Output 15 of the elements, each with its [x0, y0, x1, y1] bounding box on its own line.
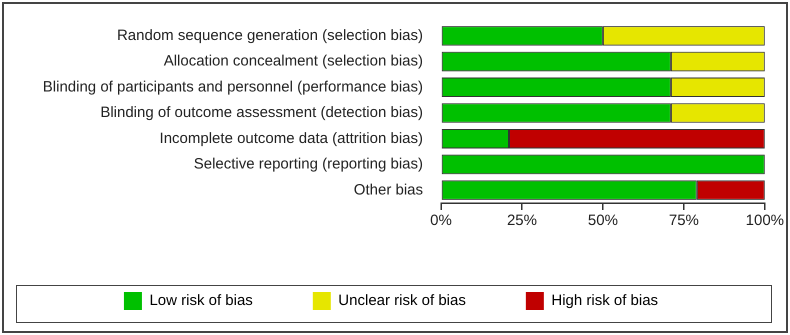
x-tick-label: 0%: [430, 212, 452, 230]
legend-label: Low risk of bias: [149, 292, 253, 310]
y-tick-label: Selective reporting (reporting bias): [194, 156, 423, 173]
legend-label: Unclear risk of bias: [338, 292, 466, 310]
y-tick-label: Incomplete outcome data (attrition bias): [160, 130, 424, 147]
x-tick-label: 75%: [668, 212, 699, 230]
y-tick-label: Random sequence generation (selection bias): [116, 27, 423, 44]
legend-label: High risk of bias: [551, 292, 658, 310]
y-tick-label: Blinding of participants and personnel (performance bias): [42, 78, 423, 96]
x-tick-label: 100%: [746, 212, 784, 230]
y-tick-label: Other bias: [354, 181, 423, 198]
x-tick-label: 25%: [506, 212, 537, 230]
y-tick-label: Blinding of outcome assessment (detection bias): [100, 104, 423, 122]
x-tick-label: 50%: [588, 212, 618, 230]
y-tick-label: Allocation concealment (selection bias): [164, 52, 423, 70]
